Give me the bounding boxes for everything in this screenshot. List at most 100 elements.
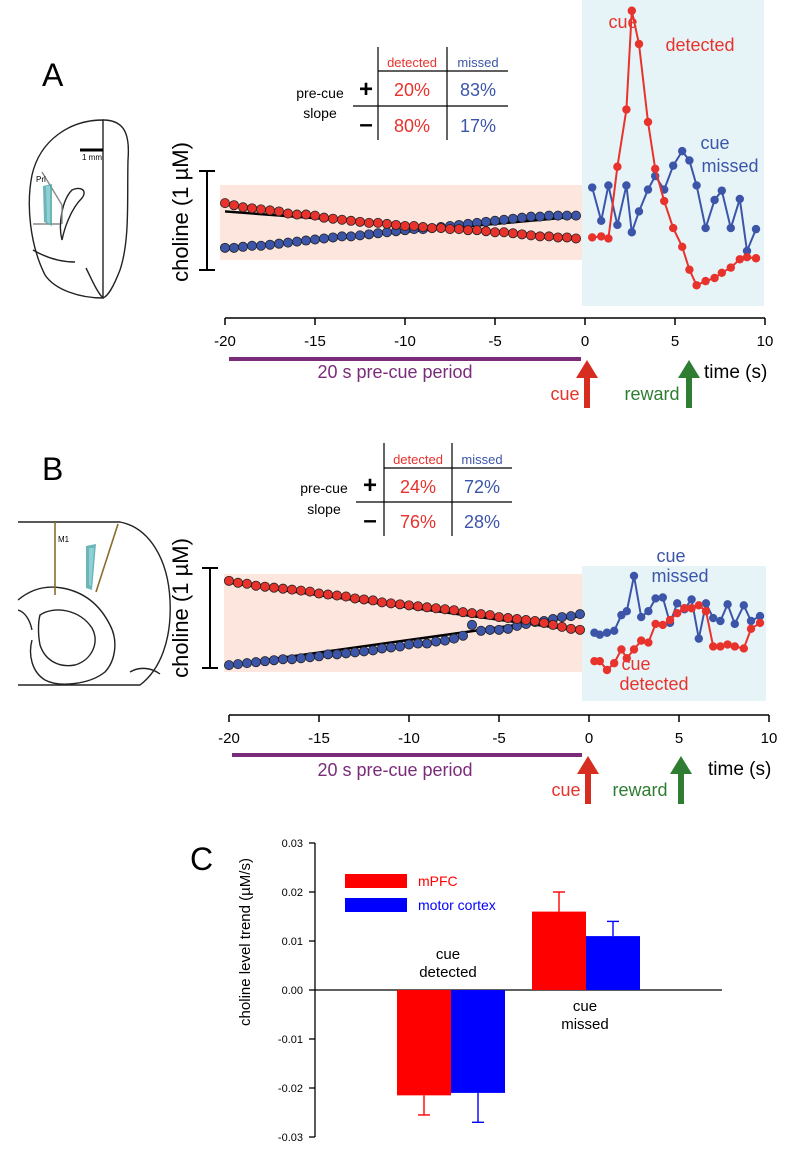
data-point-detected — [381, 218, 392, 229]
data-point-detected — [340, 591, 351, 602]
data-point-detected — [643, 117, 653, 127]
x-tick-label: 0 — [581, 333, 589, 350]
data-point-missed — [726, 223, 735, 233]
data-point-missed — [237, 241, 248, 252]
data-point-missed — [502, 623, 513, 634]
data-point-detected — [627, 6, 636, 15]
data-point-detected — [622, 105, 631, 114]
annotation-cue-missed-a-line1: cue — [700, 133, 729, 153]
data-point-missed — [755, 611, 765, 621]
data-point-detected — [512, 614, 523, 625]
pre-cue-period-label-a: 20 s pre-cue period — [317, 362, 472, 382]
data-point-missed — [575, 609, 586, 620]
data-point-detected — [680, 604, 689, 613]
x-axis-b: -20 -15 -10 -5 0 5 10 — [218, 714, 778, 747]
annotation-cue-missed-a-line2: missed — [701, 156, 758, 176]
brain-section-a-icon — [28, 119, 130, 299]
data-point-missed — [358, 646, 369, 657]
data-point-missed — [637, 612, 646, 622]
data-point-detected — [273, 206, 284, 217]
data-point-missed — [322, 649, 333, 660]
data-point-detected — [394, 599, 405, 610]
y-tick-label: -0.02 — [278, 1083, 303, 1095]
data-point-missed — [232, 659, 243, 670]
data-point-missed — [385, 642, 396, 653]
data-point-detected — [444, 224, 455, 235]
table-b-col-detected: detected — [393, 452, 443, 467]
data-point-missed — [273, 238, 284, 249]
y-axis-label-a: choline (1 µM) — [168, 142, 193, 282]
data-point-missed — [345, 231, 356, 242]
data-point-missed — [622, 181, 631, 190]
data-point-missed — [421, 638, 432, 649]
x-tick-label: 10 — [761, 730, 778, 747]
data-point-detected — [448, 605, 459, 616]
data-point-detected — [571, 233, 582, 244]
data-point-detected — [345, 215, 356, 226]
data-point-missed — [282, 237, 293, 248]
data-point-detected — [723, 640, 732, 649]
table-b: detected missed pre-cue slope + – 24% 72… — [300, 443, 512, 536]
table-a-plus: + — [359, 76, 373, 103]
data-point-detected — [358, 594, 369, 605]
data-point-missed — [349, 647, 360, 658]
data-point-detected — [658, 620, 667, 630]
cue-arrow-b-icon — [577, 756, 599, 804]
table-b-minus-missed: 28% — [464, 512, 500, 532]
data-point-missed — [746, 616, 756, 626]
brain-region-label-b: M1 — [58, 535, 70, 544]
data-point-detected — [282, 208, 293, 219]
bar-motor-detected — [451, 990, 505, 1093]
data-point-detected — [286, 584, 297, 595]
data-point-missed — [687, 595, 696, 604]
pre-cue-period-bar-b — [232, 753, 582, 757]
data-point-missed — [498, 214, 509, 225]
data-point-missed — [219, 242, 230, 253]
table-b-plus: + — [363, 472, 377, 499]
data-point-detected — [309, 210, 320, 221]
data-point-detected — [521, 615, 532, 626]
data-point-detected — [403, 600, 414, 611]
cue-label-a: cue — [550, 384, 579, 404]
legend-label-motor: motor cortex — [418, 897, 496, 913]
y-tick-label: -0.01 — [278, 1034, 303, 1046]
data-point-missed — [466, 619, 477, 630]
data-point-detected — [553, 232, 564, 243]
legend-label-mpfc: mPFC — [418, 873, 458, 889]
data-point-detected — [597, 232, 606, 241]
pre-cue-period-bar-a — [229, 357, 581, 361]
data-point-missed — [318, 233, 329, 244]
data-point-missed — [751, 224, 761, 234]
data-point-missed — [643, 185, 653, 194]
data-point-missed — [327, 232, 338, 243]
table-a-plus-detected: 20% — [394, 80, 430, 100]
category-label-detected-line1: cue — [436, 946, 460, 963]
data-point-missed — [739, 601, 748, 610]
data-point-detected — [602, 665, 612, 675]
data-point-missed — [313, 651, 324, 662]
legend-swatch-motor — [345, 898, 407, 912]
bar-mpfc-missed — [532, 911, 586, 990]
data-point-missed — [376, 643, 387, 654]
cue-arrow-a-icon — [576, 360, 598, 408]
data-point-detected — [412, 601, 423, 612]
x-tick-label: 5 — [671, 333, 679, 350]
data-point-detected — [237, 202, 248, 213]
table-b-col-missed: missed — [461, 452, 502, 467]
plot-a — [219, 6, 761, 290]
data-point-missed — [246, 240, 257, 251]
data-point-missed — [644, 607, 653, 616]
data-point-detected — [610, 658, 619, 668]
data-point-missed — [448, 633, 459, 644]
annotation-cue-missed-b-line1: cue — [656, 546, 685, 566]
data-point-missed — [255, 240, 266, 251]
data-point-missed — [277, 654, 288, 665]
data-point-detected — [435, 223, 446, 234]
data-point-missed — [457, 630, 468, 641]
data-point-detected — [507, 228, 518, 239]
data-point-missed — [694, 634, 703, 643]
data-point-detected — [322, 589, 333, 600]
data-point-detected — [318, 212, 329, 223]
data-point-detected — [372, 217, 383, 228]
data-point-detected — [300, 209, 311, 220]
